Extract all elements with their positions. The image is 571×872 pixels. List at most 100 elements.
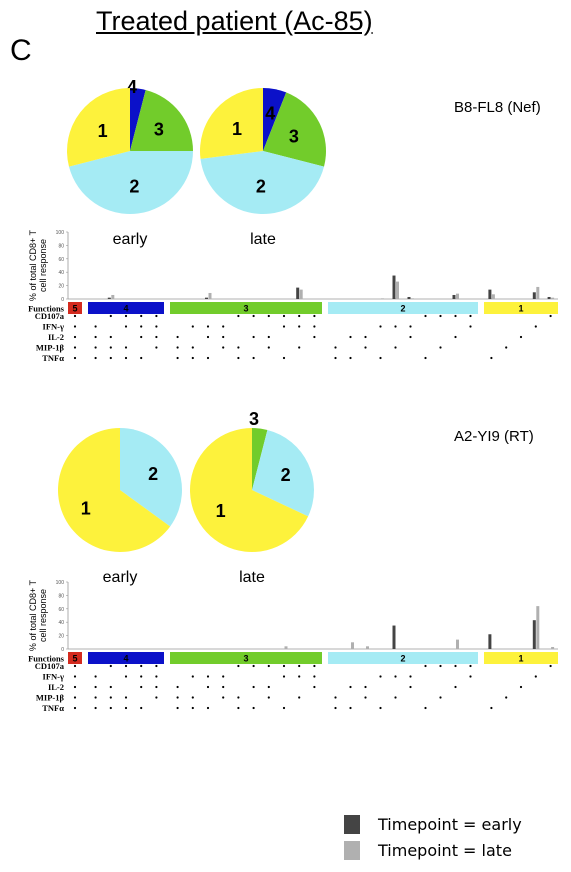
pie-0-label-3: 3 [154,120,164,140]
pie-2-slice-1 [58,428,171,552]
bar-0-early-col-25 [452,294,456,299]
bar-0-dot-14-2 [282,325,286,328]
bar-0-dot-1-1 [73,314,77,318]
epitope-label-2: A2-YI9 (RT) [454,428,534,445]
bar-0-row-label-0: Functions [28,304,65,314]
bar-0-dot-6-3 [155,335,158,339]
pie-1-slice-4 [263,88,287,151]
bar-0-dot-1-5 [73,356,77,360]
bar-1-late-col-30 [536,606,540,649]
bar-1-dot-13-1 [267,664,270,668]
bar-0-dot-3-4 [109,346,112,349]
pie-0-slice-1 [66,88,130,167]
bar-0-dot-8-4 [191,346,194,349]
bar-0-dot-16-2 [313,325,316,328]
bar-1-ytick-label-60: 60 [58,607,64,613]
pie-0-timepoint-label: early [113,231,148,248]
bar-0-dot-22-3 [409,335,412,339]
bar-0-group-3 [170,302,322,314]
bar-0-dot-13-1 [267,314,270,318]
bar-1-dot-1-1 [73,664,77,668]
bar-1-late-col-19 [366,646,369,649]
bar-1-dot-13-4 [267,696,270,699]
bar-1-group-label-1: 1 [518,654,523,664]
bar-0-group-label-1: 1 [518,304,523,314]
bar-0-group-2 [328,302,478,314]
bar-0-late-col-3 [111,294,115,299]
bar-0-dot-2-4 [94,346,97,349]
bar-0-dot-7-3 [176,335,179,339]
pie-3-slice-2 [252,429,314,517]
bar-1-dot-3-3 [109,685,112,689]
bar-1-dot-11-4 [237,696,240,699]
pie-3-slice-1 [190,428,309,552]
bar-0-early-col-3 [107,297,111,299]
bar-1-row-label-4: MIP-1β [36,693,65,703]
bar-0-dot-23-1 [424,314,427,318]
bar-0-dot-9-3 [206,335,210,339]
bar-1-dot-18-5 [349,706,352,710]
bar-1-dot-22-3 [409,685,412,689]
bar-0-dot-22-2 [409,325,412,328]
bar-1-dot-9-2 [206,675,210,678]
bar-0-dot-27-5 [490,356,493,360]
bar-0-ytick-label-80: 80 [58,243,64,249]
bar-0-dot-20-2 [379,325,382,328]
pie-3-label-2: 2 [281,465,291,485]
pie-2-label-1: 1 [81,498,91,518]
bar-0-late-col-20 [381,298,384,299]
pie-1-slice-1 [200,88,263,159]
bar-1-dot-1-2 [73,675,77,678]
bar-0-dot-14-1 [282,314,286,318]
bar-0-dot-28-4 [505,346,508,349]
bar-0-dot-6-2 [155,325,158,328]
bar-1-dot-12-1 [252,664,255,668]
bar-1-dot-19-4 [364,696,367,699]
bar-0-dot-9-5 [206,356,210,360]
bar-0-dot-16-3 [313,335,316,339]
bar-1-row-label-3: IL-2 [48,682,64,692]
bar-0-dot-4-2 [124,325,128,328]
bar-0-dot-3-1 [109,314,112,318]
bar-0-dot-8-2 [191,325,194,328]
pie-1-label-4: 4 [265,104,275,124]
bar-0-dot-6-1 [155,314,158,318]
bar-1-group-1 [484,652,558,664]
bar-0-dot-6-4 [155,346,158,349]
bar-0-dot-14-5 [282,356,286,360]
bar-0-late-col-30 [536,286,540,299]
bar-0-late-col-21 [396,281,399,299]
bar-1-dot-15-4 [298,696,301,699]
bar-1-dot-6-4 [155,696,158,699]
bar-0-late-col-15 [299,289,303,299]
bar-1-group-label-3: 3 [243,654,248,664]
bar-1-dot-14-5 [282,706,286,710]
bar-1-group-3 [170,652,322,664]
bar-1-dot-7-4 [176,696,179,699]
bar-1-group-2 [328,652,478,664]
bar-0-group-5 [68,302,82,314]
bar-0-ytick-label-40: 40 [58,270,64,276]
bar-0-ytick-label-60: 60 [58,257,64,263]
bar-1-dot-24-4 [439,696,442,699]
bar-0-dot-18-5 [349,356,352,360]
bar-1-dot-1-3 [73,685,77,689]
bar-0-dot-18-3 [349,335,352,339]
bar-1-dot-9-5 [206,706,210,710]
bar-0-dot-2-3 [94,335,97,339]
bar-0-dot-16-1 [313,314,316,318]
bar-0-dot-12-5 [252,356,255,360]
bar-1-early-col-27 [488,634,492,649]
bar-1-dot-17-5 [334,706,337,710]
bar-1-dot-4-4 [124,696,128,699]
bar-0-dot-19-3 [364,335,367,339]
bar-0-dot-15-2 [298,325,301,328]
bar-1-dot-2-3 [94,685,97,689]
figure-title: Treated patient (Ac-85) [96,6,373,36]
bar-0-group-label-2: 2 [400,304,405,314]
bar-0-dot-20-5 [379,356,382,360]
bar-0-dot-3-3 [109,335,112,339]
bar-1-dot-27-5 [490,706,493,710]
bar-0-late-col-9 [208,292,212,299]
